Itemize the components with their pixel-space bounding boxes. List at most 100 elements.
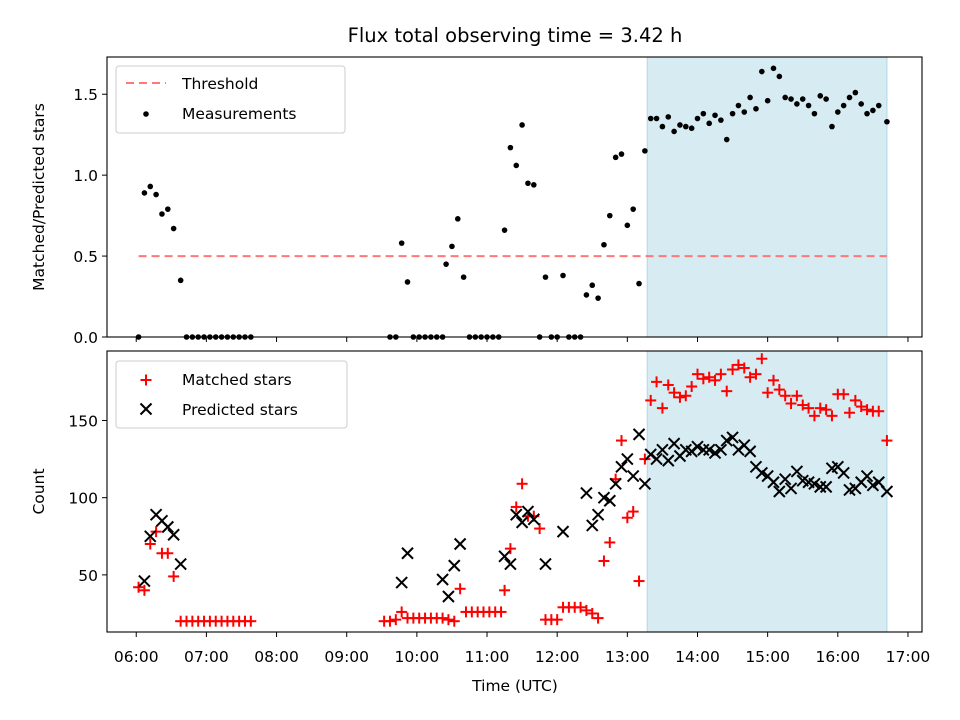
x-tick-label: 12:00 xyxy=(535,648,580,666)
measurement-point xyxy=(433,334,440,340)
matched-star-point xyxy=(245,615,257,627)
measurement-point xyxy=(677,122,683,128)
matched-star-point xyxy=(598,555,610,567)
measurement-point xyxy=(770,65,777,72)
matched-star-point xyxy=(715,368,727,380)
legend-predicted-label: Predicted stars xyxy=(182,401,298,419)
measurement-point xyxy=(864,110,870,117)
measurement-point xyxy=(147,183,154,190)
measurement-point xyxy=(159,211,165,217)
x-tick-label: 17:00 xyxy=(886,648,931,666)
matched-star-point xyxy=(797,399,809,411)
matched-star-point xyxy=(627,506,639,518)
measurement-point xyxy=(759,68,765,75)
measurement-point xyxy=(224,334,231,340)
measurement-point xyxy=(747,94,753,101)
top-panel: 0.0 0.5 1.0 1.5 Matched/Predicted stars Thres… xyxy=(30,56,923,347)
matched-star-point xyxy=(448,615,460,627)
predicted-star-point xyxy=(138,574,151,588)
matched-star-point xyxy=(668,387,680,399)
matched-star-point xyxy=(575,601,587,613)
y-tick-label: 1.0 xyxy=(73,167,98,185)
matched-star-point xyxy=(844,407,856,419)
predicted-star-point xyxy=(784,482,798,495)
measurement-point xyxy=(248,334,254,340)
matched-star-point xyxy=(442,614,454,626)
measurement-point xyxy=(495,334,502,340)
measurement-point xyxy=(753,105,759,112)
matched-star-point xyxy=(516,478,528,490)
matched-star-point xyxy=(820,404,832,416)
x-axis-label: Time (UTC) xyxy=(471,677,558,695)
legend-predicted-swatch xyxy=(139,402,153,416)
x-tick-label: 06:00 xyxy=(114,648,159,666)
measurement-point xyxy=(647,115,654,122)
matched-star-point xyxy=(621,512,633,524)
x-tick-label: 16:00 xyxy=(815,648,860,666)
predicted-star-point xyxy=(401,547,414,560)
matched-star-point xyxy=(510,501,522,513)
predicted-star-point xyxy=(621,452,634,466)
predicted-star-point xyxy=(837,466,850,480)
measurement-point xyxy=(201,334,207,340)
measurement-point xyxy=(230,334,237,340)
matched-star-point xyxy=(703,371,715,383)
matched-star-point xyxy=(499,584,511,596)
y-axis-label: Count xyxy=(30,468,48,514)
measurement-point xyxy=(601,241,607,248)
predicted-star-point xyxy=(726,431,739,444)
measurement-point xyxy=(870,107,876,114)
measurement-point xyxy=(410,334,417,340)
x-tick-label: 13:00 xyxy=(605,648,650,666)
legend-frame xyxy=(115,65,346,134)
measurement-point xyxy=(606,212,613,219)
matched-star-point xyxy=(138,584,150,596)
matched-star-point xyxy=(534,523,546,535)
predicted-star-point xyxy=(714,443,728,457)
matched-star-point xyxy=(732,359,744,371)
measurement-point xyxy=(794,101,800,107)
measurement-point xyxy=(454,216,461,222)
measurement-point xyxy=(624,222,631,229)
measurement-point xyxy=(595,295,601,301)
measurement-point xyxy=(852,89,859,96)
matched-star-point xyxy=(691,368,703,380)
predicted-star-point xyxy=(773,485,786,498)
highlight-span xyxy=(646,56,888,338)
predicted-star-point xyxy=(720,434,733,447)
measurement-point xyxy=(712,112,718,119)
predicted-star-point xyxy=(161,520,175,534)
matched-star-point xyxy=(144,538,156,550)
predicted-star-point xyxy=(808,477,821,490)
measurement-point xyxy=(618,151,625,157)
measurement-point xyxy=(428,334,434,340)
predicted-star-point xyxy=(819,480,833,494)
measurement-point xyxy=(589,282,596,289)
predicted-star-point xyxy=(656,443,669,457)
predicted-star-point xyxy=(539,557,552,571)
legend-threshold-label: Threshold xyxy=(181,75,258,93)
matched-star-point xyxy=(767,374,779,386)
legend-matched-label: Matched stars xyxy=(182,371,292,389)
predicted-star-point xyxy=(521,505,535,518)
matched-star-point xyxy=(390,614,402,626)
measurement-point xyxy=(665,114,672,120)
measurement-point xyxy=(439,334,446,340)
measurement-point xyxy=(484,334,490,340)
measurement-point xyxy=(612,154,619,161)
measurement-point xyxy=(236,334,242,340)
measurement-point xyxy=(525,180,531,187)
measurement-point xyxy=(566,334,572,340)
predicted-star-point xyxy=(527,513,541,526)
measurement-point xyxy=(416,334,423,340)
legend-top: Threshold Measurements xyxy=(115,65,346,134)
matched-star-point xyxy=(697,373,709,385)
predicted-star-point xyxy=(144,530,157,543)
x-tick-label: 07:00 xyxy=(184,648,229,666)
matched-star-point xyxy=(674,391,686,403)
predicted-star-point xyxy=(667,437,681,450)
matched-star-point xyxy=(586,607,598,619)
predicted-star-point xyxy=(174,557,187,571)
measurement-point xyxy=(571,334,578,340)
measurement-point xyxy=(560,272,566,279)
